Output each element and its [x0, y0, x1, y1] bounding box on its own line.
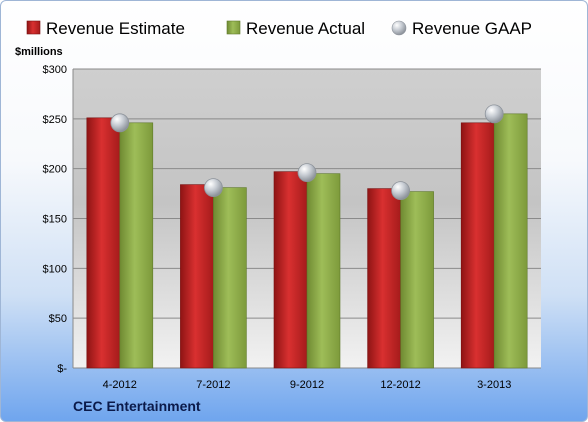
x-tick-label: 7-2012: [196, 379, 230, 391]
bar-revenue-estimate: [273, 171, 308, 369]
legend-revenue-gaap-swatch: [391, 20, 407, 36]
bar-revenue-actual: [493, 113, 528, 369]
x-tick-label: 3-2013: [477, 379, 511, 391]
legend-revenue-gaap-label: Revenue GAAP: [412, 19, 532, 38]
bar-revenue-estimate: [460, 122, 495, 369]
bar-revenue-actual: [306, 173, 341, 369]
legend: Revenue Estimate Revenue Actual Revenue GA…: [26, 19, 532, 38]
x-tick-label: 4-2012: [103, 379, 137, 391]
marker-revenue-gaap: [203, 178, 223, 198]
x-tick-label: 9-2012: [290, 379, 324, 391]
x-tick-label: 12-2012: [380, 379, 420, 391]
bar-revenue-actual: [400, 191, 434, 369]
bar-revenue-actual: [119, 122, 154, 369]
y-tick-label: $100: [43, 263, 67, 275]
legend-revenue-actual-swatch: [226, 20, 241, 35]
bar-revenue-actual: [213, 187, 247, 369]
marker-revenue-gaap: [484, 104, 504, 124]
legend-revenue-estimate-swatch: [26, 20, 41, 35]
company-name: CEC Entertainment: [73, 398, 201, 414]
y-tick-label: $-: [57, 363, 67, 375]
bar-revenue-estimate: [367, 188, 401, 369]
marker-revenue-gaap: [297, 163, 317, 183]
y-tick-label: $150: [43, 214, 67, 226]
marker-revenue-gaap: [391, 181, 411, 200]
legend-revenue-estimate-label: Revenue Estimate: [46, 19, 185, 38]
axes: $- $50 $100 $150 $200 $250 $300 4-2012 7-2012 9-2…: [43, 64, 512, 391]
bar-revenue-estimate: [180, 184, 214, 369]
y-tick-label: $300: [43, 64, 67, 76]
marker-revenue-gaap: [110, 113, 130, 133]
y-unit-label: $millions: [15, 46, 63, 58]
bar-revenue-estimate: [86, 117, 121, 369]
y-tick-label: $250: [43, 114, 67, 126]
legend-revenue-actual-label: Revenue Actual: [246, 19, 365, 38]
y-tick-label: $50: [49, 313, 67, 325]
y-tick-label: $200: [43, 164, 67, 176]
bars: [86, 104, 528, 369]
